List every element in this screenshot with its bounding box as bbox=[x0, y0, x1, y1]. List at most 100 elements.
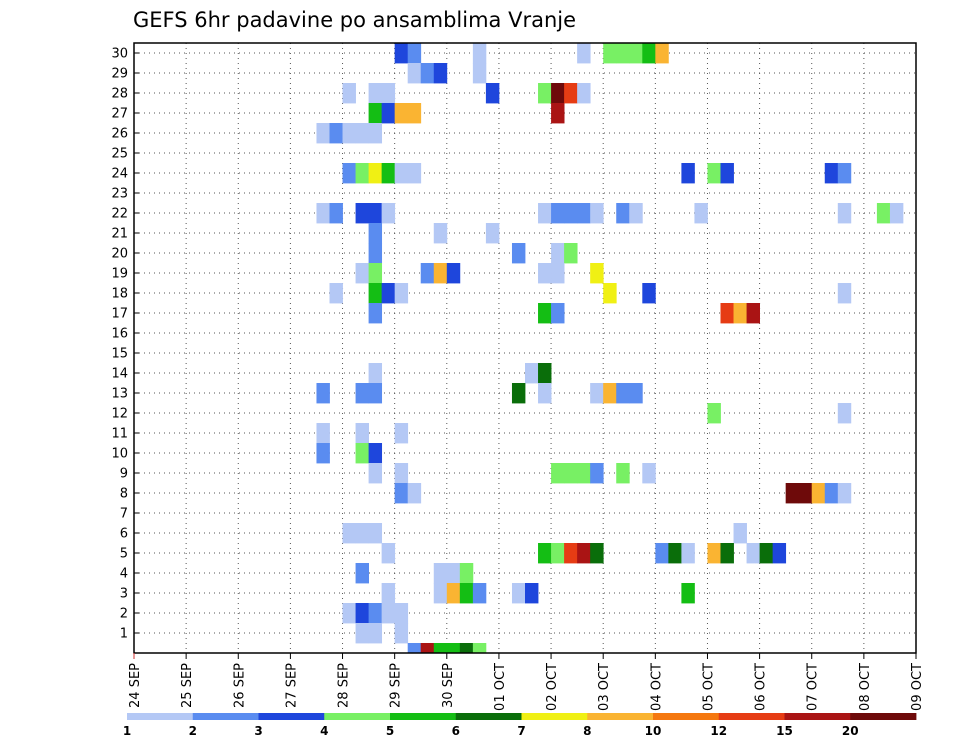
heatmap-cell bbox=[837, 403, 852, 424]
heatmap-cell bbox=[355, 563, 369, 584]
heatmap-cell bbox=[577, 203, 591, 224]
legend-label: 6 bbox=[452, 724, 460, 738]
heatmap-cell bbox=[407, 483, 422, 504]
heatmap-cell bbox=[433, 63, 448, 84]
heatmap-cell bbox=[681, 583, 695, 604]
x-tick-label: 07 OCT bbox=[806, 663, 821, 711]
heatmap-cell bbox=[420, 263, 435, 284]
x-axis-ticks: 24 SEP 25 SEP 26 SEP 27 SEP 28 SEP 29 SEP 30 S… bbox=[128, 653, 925, 711]
heatmap-cell bbox=[577, 463, 591, 484]
heatmap-cell bbox=[551, 263, 565, 284]
heatmap-cell bbox=[616, 43, 630, 64]
heatmap-cell bbox=[459, 583, 474, 604]
heatmap-cell bbox=[420, 63, 435, 84]
y-tick-label: 12 bbox=[111, 407, 128, 422]
y-tick-label: 14 bbox=[111, 367, 128, 382]
legend-swatch bbox=[258, 713, 325, 720]
y-tick-label: 25 bbox=[111, 147, 128, 162]
plot-frame bbox=[133, 42, 917, 654]
heatmap-cell bbox=[342, 163, 356, 184]
heatmap-cell bbox=[538, 543, 552, 564]
heatmap-cell bbox=[407, 163, 422, 184]
y-tick-label: 22 bbox=[111, 207, 128, 222]
heatmap-cell bbox=[394, 623, 409, 644]
heatmap-cell bbox=[824, 483, 839, 504]
heatmap-cell bbox=[394, 483, 409, 504]
heatmap-cell bbox=[733, 523, 747, 544]
heatmap-cell bbox=[355, 383, 369, 404]
heatmap-cell bbox=[720, 543, 734, 564]
heatmap-cell bbox=[525, 363, 539, 384]
legend-swatch bbox=[587, 713, 654, 720]
heatmap-cell bbox=[316, 203, 330, 224]
x-tick-label: 30 SEP bbox=[441, 663, 456, 708]
heatmap-cell bbox=[511, 383, 526, 404]
heatmap-cell bbox=[407, 43, 422, 64]
heatmap-cell bbox=[368, 223, 383, 244]
heatmap-cell bbox=[629, 43, 643, 64]
y-tick-label: 15 bbox=[111, 347, 128, 362]
heatmap-cell bbox=[603, 43, 617, 64]
heatmap-cell bbox=[668, 543, 682, 564]
heatmap-cell bbox=[603, 383, 617, 404]
heatmap-cell bbox=[837, 163, 852, 184]
heatmap-cell bbox=[538, 203, 552, 224]
heatmap-cell bbox=[342, 603, 356, 624]
y-tick-label: 1 bbox=[120, 627, 128, 642]
heatmap-cell bbox=[485, 223, 500, 244]
x-tick-label: 29 SEP bbox=[389, 663, 404, 708]
heatmap-cell bbox=[681, 543, 695, 564]
y-tick-label: 10 bbox=[111, 447, 128, 462]
heatmap-cell bbox=[420, 643, 435, 654]
y-tick-label: 27 bbox=[111, 107, 128, 122]
legend-label: 15 bbox=[776, 724, 793, 738]
heatmap-cell bbox=[316, 383, 330, 404]
heatmap-cell bbox=[433, 583, 448, 604]
heatmap-cell bbox=[329, 283, 343, 304]
heatmap-cell bbox=[446, 563, 461, 584]
heatmap-cell bbox=[316, 123, 330, 144]
y-tick-label: 26 bbox=[111, 127, 128, 142]
heatmap-cell bbox=[551, 243, 565, 264]
heatmap-cell bbox=[368, 463, 383, 484]
heatmap-cell bbox=[446, 583, 461, 604]
heatmap-cell bbox=[368, 363, 383, 384]
legend-swatch bbox=[784, 713, 851, 720]
heatmap-cell bbox=[642, 43, 656, 64]
y-tick-label: 7 bbox=[120, 507, 128, 522]
heatmap-cell bbox=[538, 303, 552, 324]
y-tick-label: 18 bbox=[111, 287, 128, 302]
heatmap-cell bbox=[368, 623, 383, 644]
x-tick-label: 26 SEP bbox=[232, 663, 247, 708]
legend-label: 7 bbox=[517, 724, 525, 738]
heatmap-cell bbox=[381, 583, 396, 604]
heatmap-cell bbox=[329, 123, 343, 144]
heatmap-cell bbox=[381, 543, 396, 564]
heatmap-cell bbox=[368, 83, 383, 104]
x-tick-label: 04 OCT bbox=[649, 663, 664, 711]
y-tick-label: 19 bbox=[111, 267, 128, 282]
legend-swatch bbox=[521, 713, 588, 720]
heatmap-cell bbox=[694, 203, 708, 224]
y-tick-label: 9 bbox=[120, 467, 128, 482]
y-tick-label: 11 bbox=[111, 427, 128, 442]
heatmap-cell bbox=[368, 103, 383, 124]
heatmap-cell bbox=[394, 463, 409, 484]
y-tick-label: 17 bbox=[111, 307, 128, 322]
heatmap-cell bbox=[642, 463, 656, 484]
legend-label: 3 bbox=[254, 724, 262, 738]
y-tick-label: 13 bbox=[111, 387, 128, 402]
heatmap-cell bbox=[511, 583, 526, 604]
x-tick-label: 06 OCT bbox=[754, 663, 769, 711]
heatmap-cell bbox=[394, 283, 409, 304]
heatmap-cell bbox=[433, 643, 448, 654]
heatmap-cell bbox=[329, 203, 343, 224]
heatmap-cell bbox=[837, 203, 852, 224]
heatmap-cell bbox=[564, 83, 578, 104]
heatmap-cell bbox=[655, 543, 669, 564]
heatmap-cell bbox=[785, 483, 800, 504]
y-tick-label: 23 bbox=[111, 187, 128, 202]
heatmap-cell bbox=[889, 203, 904, 224]
heatmap-cell bbox=[511, 243, 526, 264]
